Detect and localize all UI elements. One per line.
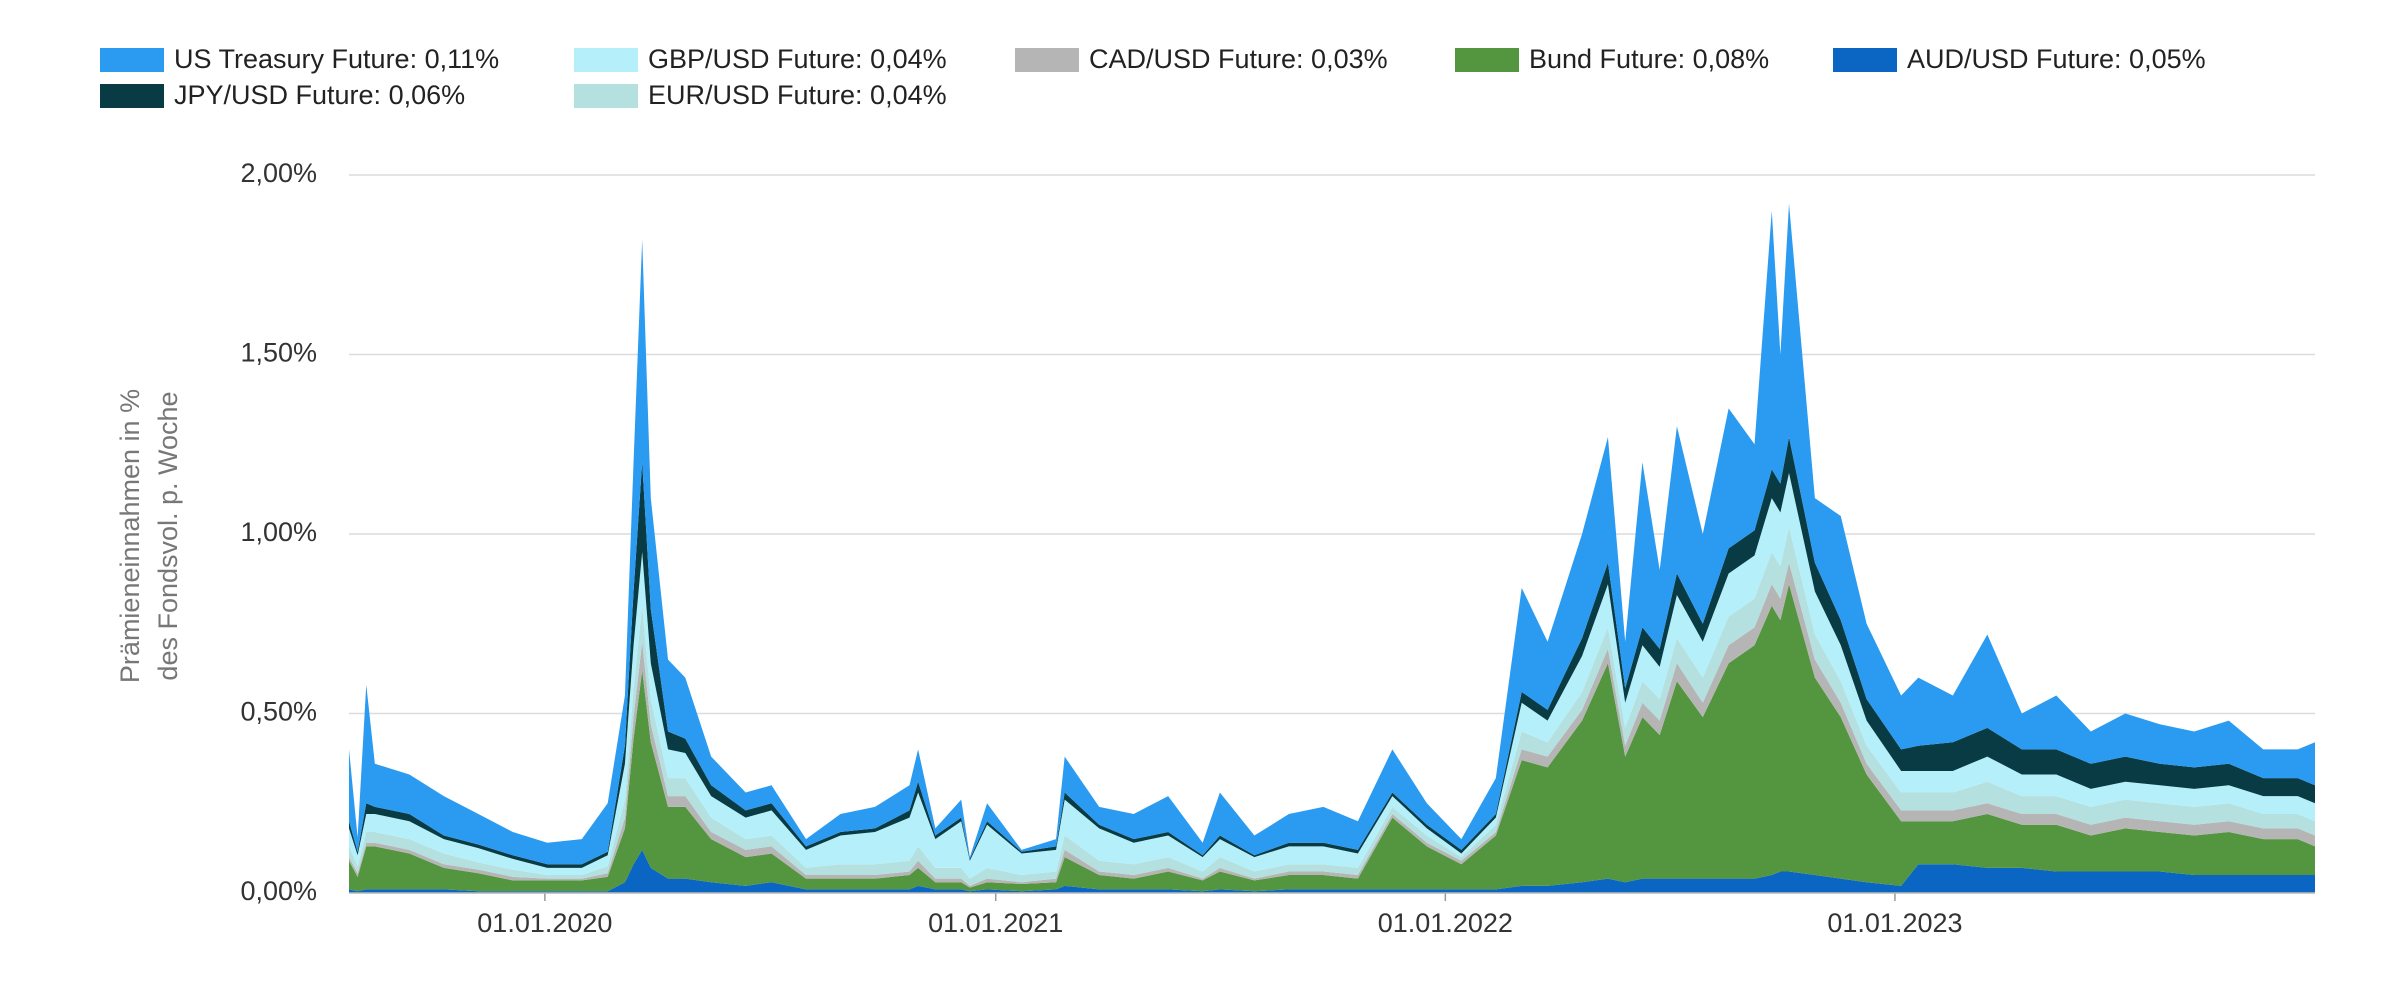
y-tick-label: 1,00%	[240, 517, 317, 547]
y-axis-title: des Fondsvol. p. Woche	[153, 391, 183, 680]
x-tick-label: 01.01.2021	[928, 908, 1063, 938]
x-tick-label: 01.01.2020	[477, 908, 612, 938]
legend-swatch	[1833, 48, 1897, 72]
y-tick-label: 0,00%	[240, 876, 317, 906]
y-tick-label: 1,50%	[240, 338, 317, 368]
legend-label: GBP/USD Future: 0,04%	[648, 44, 947, 74]
legend-swatch	[574, 48, 638, 72]
y-tick-label: 0,50%	[240, 697, 317, 727]
legend-swatch	[574, 84, 638, 108]
legend-label: Bund Future: 0,08%	[1529, 44, 1769, 74]
legend-label: JPY/USD Future: 0,06%	[174, 80, 465, 110]
area	[349, 584, 2315, 892]
legend-swatch	[1455, 48, 1519, 72]
x-tick-label: 01.01.2022	[1378, 908, 1513, 938]
legend-label: US Treasury Future: 0,11%	[174, 44, 499, 74]
legend-swatch	[100, 48, 164, 72]
legend-label: EUR/USD Future: 0,04%	[648, 80, 947, 110]
legend-swatch	[1015, 48, 1079, 72]
legend-swatch	[100, 84, 164, 108]
legend-label: CAD/USD Future: 0,03%	[1089, 44, 1388, 74]
axes: 0,00% 0,50% 1,00% 1,50% 2,00% 01.01.2020 01.01…	[240, 158, 2315, 938]
legend: US Treasury Future: 0,11% GBP/USD Future:…	[100, 44, 2206, 110]
area	[349, 849, 2315, 893]
legend-label: AUD/USD Future: 0,05%	[1907, 44, 2206, 74]
x-tick-label: 01.01.2023	[1827, 908, 1962, 938]
y-axis-title: Prämieneinnahmen in %	[115, 389, 145, 683]
y-tick-label: 2,00%	[240, 158, 317, 188]
areas	[349, 203, 2315, 893]
